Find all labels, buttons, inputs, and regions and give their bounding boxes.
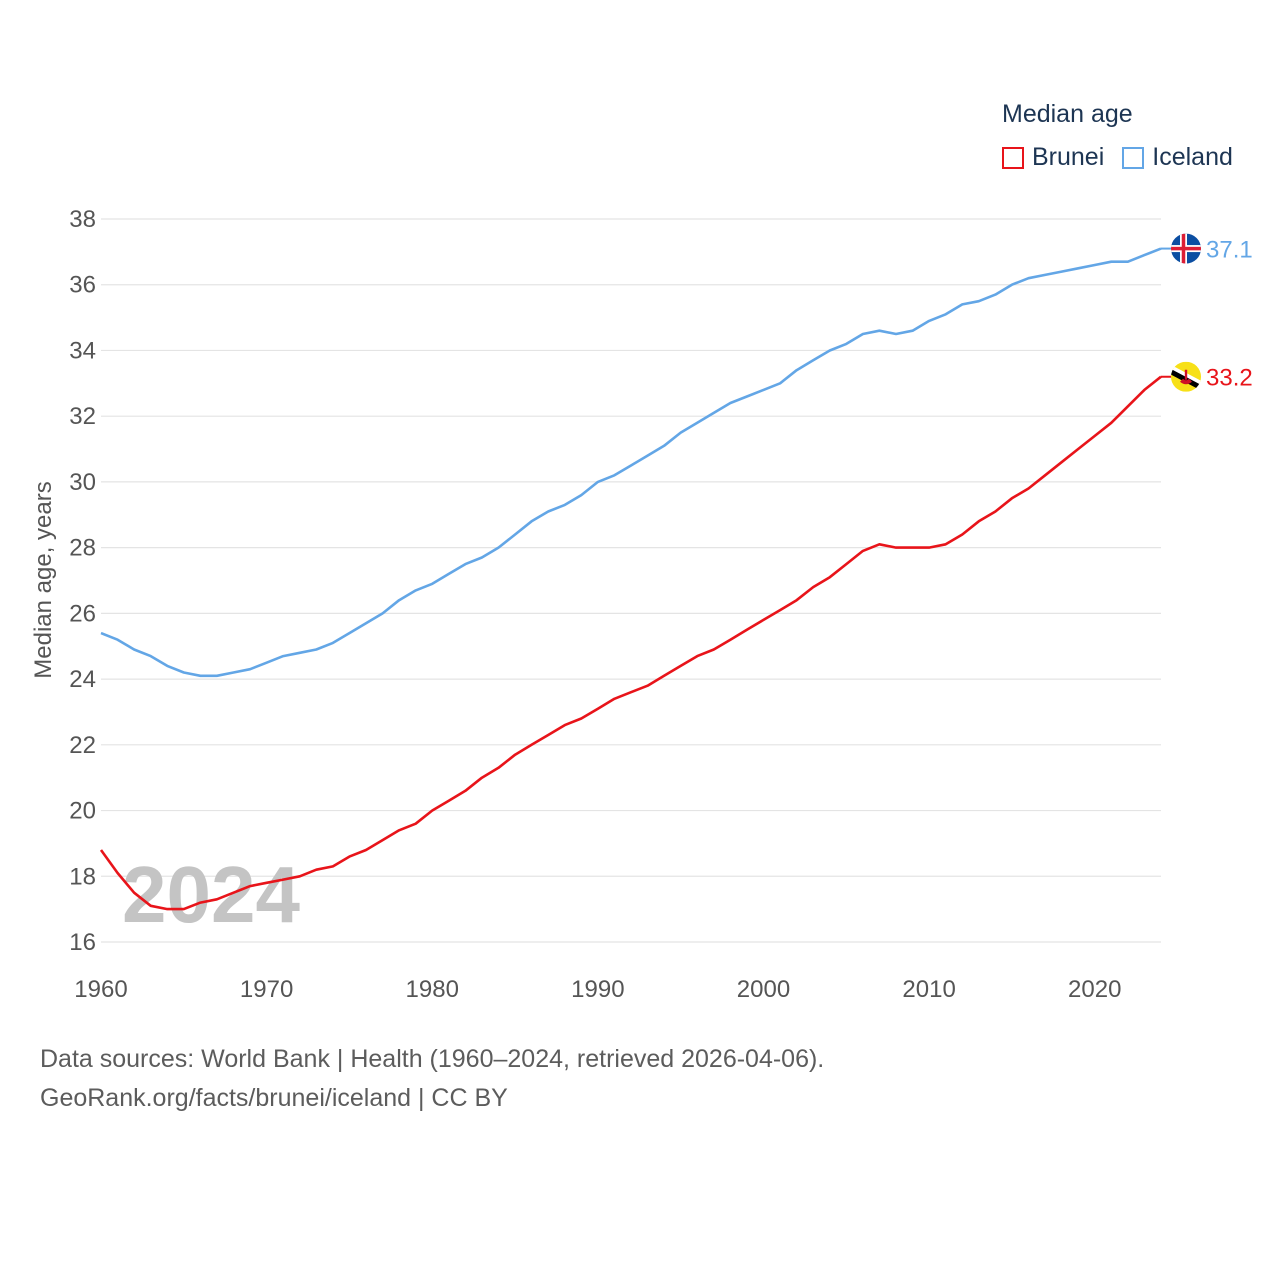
y-tick-label-24: 24 [69,666,96,693]
y-tick-label-36: 36 [69,272,96,299]
y-tick-label-18: 18 [69,863,96,890]
x-tick-label-2020: 2020 [1068,976,1121,1003]
y-tick-label-16: 16 [69,929,96,956]
legend-swatch-brunei [1002,146,1024,169]
y-tick-label-34: 34 [69,337,96,364]
x-tick-label-2000: 2000 [737,976,790,1003]
x-tick-label-1980: 1980 [406,976,459,1003]
end-label-brunei: 33.2 [1206,365,1253,392]
y-axis-ticks: 16 18 20 22 24 26 28 30 32 34 36 38 [69,206,96,956]
iceland-flag-icon [1171,233,1201,264]
series-line-brunei[interactable] [99,375,1162,911]
x-tick-label-1960: 1960 [74,976,127,1003]
y-axis-label: Median age, years [30,481,57,678]
y-tick-label-22: 22 [69,732,96,759]
y-tick-label-32: 32 [69,403,96,430]
legend-item-iceland[interactable]: Iceland [1122,143,1233,172]
legend-title: Median age [1002,100,1133,128]
series-line-iceland[interactable] [100,247,1162,678]
y-tick-label-26: 26 [69,600,96,627]
year-watermark: 2024 [122,850,300,939]
legend-swatch-iceland [1122,146,1145,169]
y-tick-label-28: 28 [69,535,96,562]
x-tick-label-2010: 2010 [902,976,955,1003]
legend-label-brunei: Brunei [1032,143,1105,171]
y-tick-label-20: 20 [69,798,96,825]
brunei-flag-icon [1171,361,1201,392]
legend: Brunei Iceland [1002,143,1251,172]
footer-sources: Data sources: World Bank | Health (1960–… [40,1045,825,1073]
legend-label-iceland: Iceland [1152,143,1233,171]
footer-link[interactable]: GeoRank.org/facts/brunei/iceland | CC BY [40,1084,508,1112]
x-axis-ticks: 1960 1970 1980 1990 2000 2010 2020 [74,976,1121,1003]
x-tick-label-1970: 1970 [240,976,293,1003]
legend-item-brunei[interactable]: Brunei [1002,143,1104,172]
y-tick-label-38: 38 [69,206,96,233]
end-labels: 33.2 37.1 [1161,233,1253,392]
end-label-iceland: 37.1 [1206,237,1253,264]
x-tick-label-1990: 1990 [571,976,624,1003]
series-lines [99,247,1162,911]
gridlines [101,218,1161,943]
y-tick-label-30: 30 [69,469,96,496]
